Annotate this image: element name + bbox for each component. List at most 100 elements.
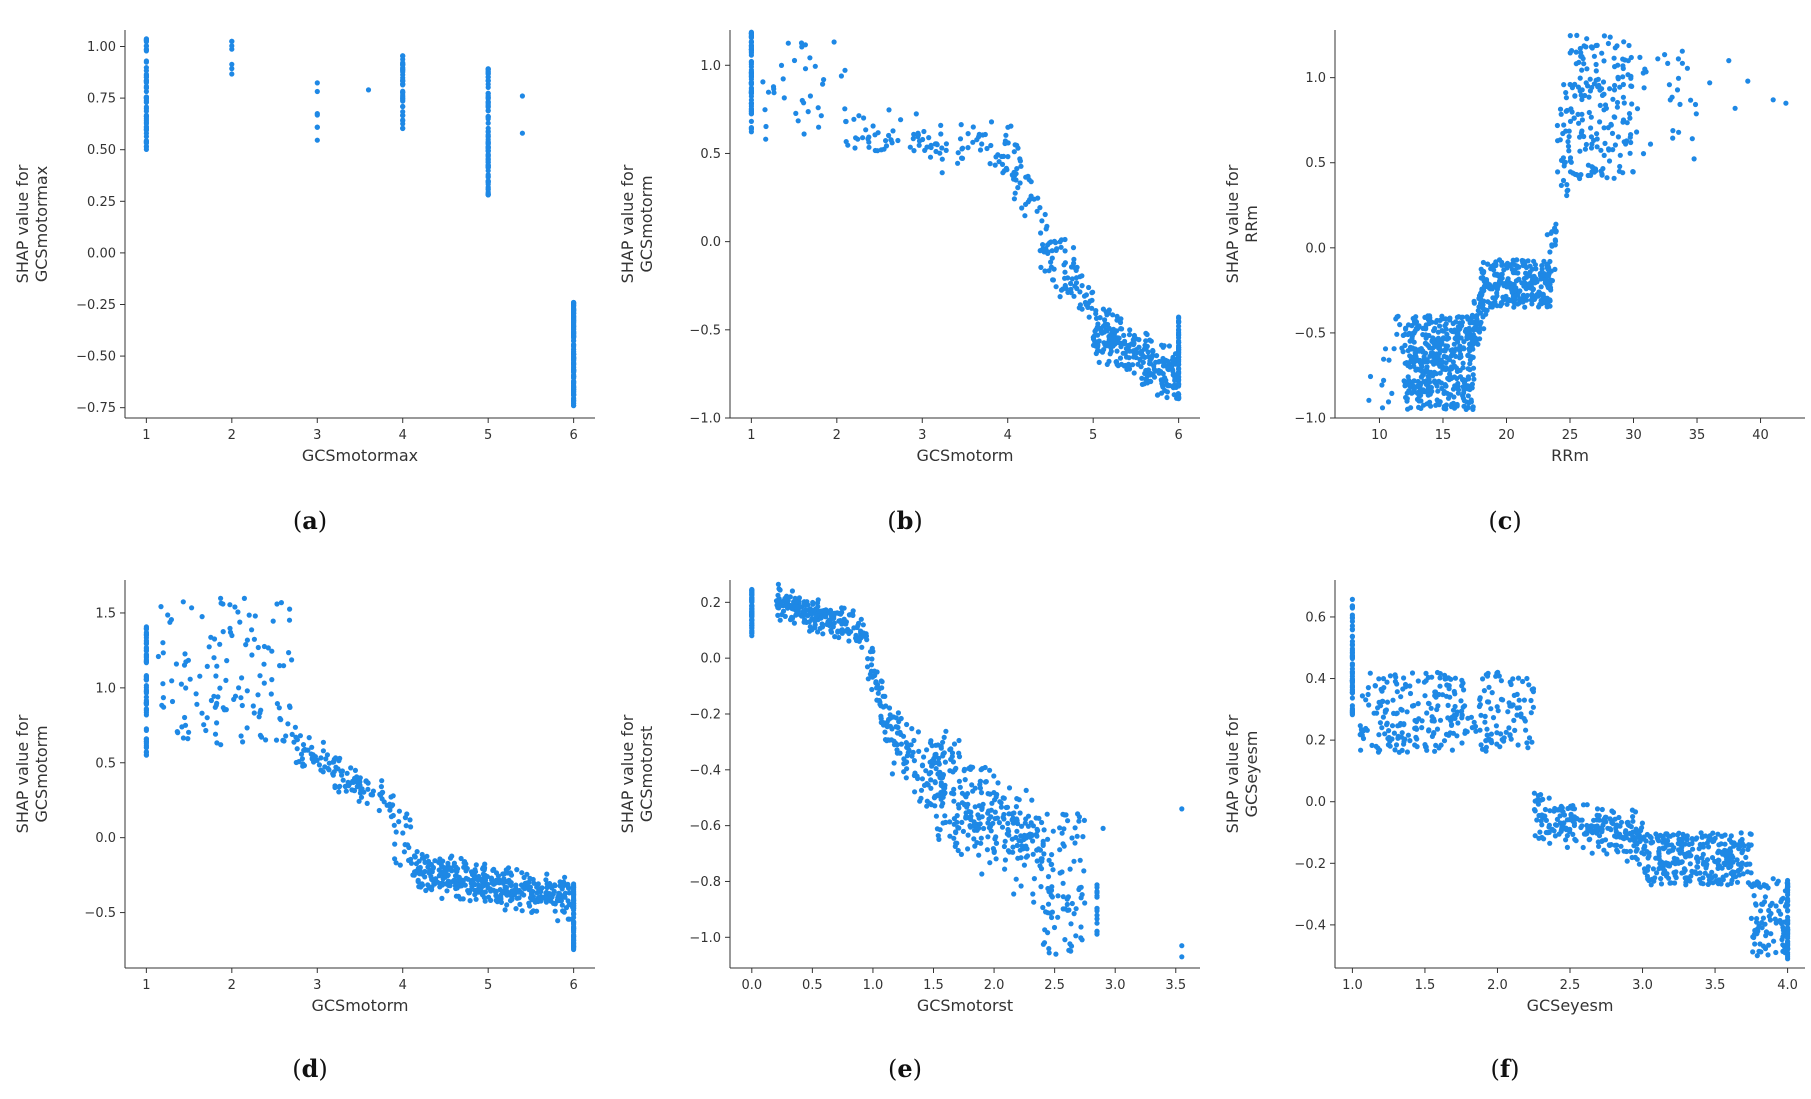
data-point (493, 877, 499, 883)
data-point (1564, 192, 1570, 199)
data-point (1620, 81, 1626, 88)
data-point (1013, 834, 1019, 841)
data-point (1707, 880, 1713, 886)
data-point (1004, 804, 1011, 810)
data-point (1426, 376, 1432, 382)
data-point (1003, 165, 1009, 171)
data-point (340, 777, 346, 783)
data-point (1658, 876, 1664, 882)
data-point (1017, 810, 1023, 816)
data-point (1648, 835, 1654, 841)
data-point (1442, 672, 1448, 678)
data-point (1663, 860, 1669, 866)
data-point (1005, 848, 1011, 854)
data-point (874, 669, 880, 675)
caption-b: (b) (887, 506, 923, 535)
data-point (1018, 883, 1024, 889)
data-point (211, 693, 217, 699)
data-point (987, 161, 993, 167)
data-point (363, 778, 369, 784)
data-point (457, 896, 463, 902)
scatter-points (1366, 32, 1789, 412)
data-point (1447, 367, 1453, 373)
data-point (1567, 118, 1574, 124)
data-point (143, 104, 149, 110)
data-point (369, 792, 376, 798)
data-point (1349, 676, 1355, 682)
data-point (439, 882, 445, 888)
data-point (869, 656, 875, 662)
data-point (896, 719, 902, 725)
data-point (1006, 785, 1013, 791)
data-point (1443, 346, 1449, 352)
data-point (186, 729, 192, 735)
data-point (336, 789, 342, 795)
data-point (812, 63, 818, 69)
data-point (314, 111, 320, 117)
data-point (1700, 851, 1706, 857)
data-point (995, 780, 1001, 786)
data-point (933, 148, 939, 155)
data-point (1486, 699, 1492, 705)
data-point (571, 924, 577, 931)
data-point (453, 881, 459, 887)
data-point (940, 820, 946, 826)
data-point (1349, 695, 1355, 701)
data-point (928, 142, 934, 148)
data-point (454, 873, 460, 879)
data-point (1538, 284, 1544, 290)
data-point (1708, 836, 1714, 842)
data-point (1424, 710, 1430, 716)
data-point (1470, 320, 1476, 326)
data-point (1072, 825, 1078, 831)
data-point (1014, 828, 1020, 834)
data-point (519, 93, 526, 99)
data-point (1122, 350, 1128, 356)
data-point (969, 782, 975, 788)
data-point (882, 729, 888, 735)
data-point (1073, 906, 1079, 912)
data-point (873, 680, 879, 686)
data-point (1471, 719, 1477, 725)
data-point (1349, 650, 1355, 656)
data-point (1010, 844, 1016, 850)
data-point (1569, 48, 1575, 54)
data-point (916, 142, 922, 148)
data-point (1607, 34, 1613, 40)
data-point (1600, 166, 1606, 172)
data-point (1573, 49, 1579, 55)
data-point (918, 787, 925, 793)
data-point (1072, 840, 1078, 846)
data-point (1405, 732, 1411, 738)
x-tick-label: 2 (833, 428, 841, 443)
data-point (1003, 132, 1009, 138)
data-point (842, 106, 848, 112)
data-point (1697, 841, 1703, 848)
data-point (1050, 277, 1056, 283)
data-point (1715, 831, 1721, 837)
data-point (1571, 115, 1577, 121)
data-point (1493, 272, 1499, 278)
data-point (503, 867, 509, 873)
data-point (1482, 713, 1488, 719)
data-point (1384, 720, 1390, 726)
data-point (1478, 742, 1484, 748)
data-point (1601, 847, 1607, 853)
data-point (502, 884, 508, 890)
data-point (1465, 374, 1471, 380)
data-point (485, 156, 491, 162)
data-point (1117, 355, 1124, 361)
data-point (547, 895, 553, 901)
data-point (1459, 319, 1465, 325)
data-point (180, 735, 186, 741)
y-tick-label: −1.0 (1294, 412, 1326, 427)
data-point (1670, 832, 1676, 838)
data-point (463, 868, 469, 874)
data-point (1745, 869, 1751, 875)
data-point (1466, 330, 1473, 336)
data-point (458, 855, 464, 862)
data-point (213, 673, 219, 679)
data-point (143, 625, 149, 632)
data-point (1449, 747, 1455, 753)
data-point (988, 828, 994, 834)
